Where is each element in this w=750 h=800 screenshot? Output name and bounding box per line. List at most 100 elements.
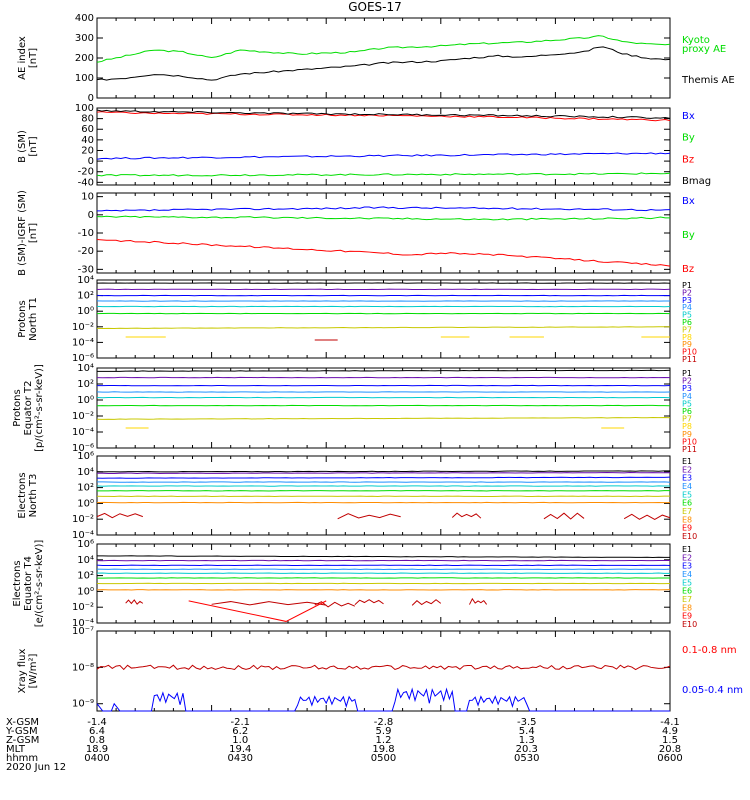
series-pequ-0 <box>96 369 671 372</box>
series-enorth-8-1 <box>337 513 401 520</box>
series-enorth-1 <box>96 471 671 475</box>
series-eequ-dip <box>188 600 327 622</box>
series-bigrf-1 <box>96 215 671 221</box>
ytick-label-ae-0: 0 <box>88 93 94 104</box>
legend-pequ-10: P11 <box>682 445 697 454</box>
legend-enorth-7: E8 <box>682 515 692 524</box>
legend-bsm-3: Bmag <box>682 176 711 187</box>
legend-bsm-0: Bx <box>682 111 695 122</box>
ytick-label-bigrf-0: -30 <box>78 264 94 275</box>
ylabel-bigrf-0: B (SM)-IGRF (SM) <box>17 190 28 276</box>
ytick-label-eequ-2: 10⁰ <box>77 586 94 597</box>
legend-pnorth-7: P8 <box>682 333 692 342</box>
series-eequ-0 <box>96 555 671 558</box>
panel-frame-xray <box>96 630 671 712</box>
series-bsm-2 <box>96 111 671 122</box>
xaxis-row-label-4: hhmm <box>6 753 38 764</box>
legend-eequ-7: E8 <box>682 603 692 612</box>
ytick-label-ae-4: 400 <box>75 13 94 24</box>
ytick-label-eequ-5: 10⁶ <box>77 539 94 550</box>
legend-enorth-6: E7 <box>682 507 692 516</box>
ytick-label-pequ-1: 10⁻⁴ <box>72 427 94 438</box>
legend-pequ-6: P7 <box>682 415 692 424</box>
ytick-label-eequ-3: 10² <box>77 571 94 582</box>
ytick-label-bsm-4: 40 <box>81 135 94 146</box>
xaxis-row-label-2: Z-GSM <box>6 735 39 746</box>
legend-enorth-8: E9 <box>682 524 692 533</box>
ytick-label-pnorth-5: 10⁴ <box>77 275 94 286</box>
ylabel-xray-0: Xray flux <box>17 649 28 694</box>
ytick-label-enorth-0: 10⁻⁴ <box>72 530 94 541</box>
legend-pnorth-8: P9 <box>682 340 692 349</box>
legend-eequ-1: E2 <box>682 553 692 562</box>
legend-eequ-2: E3 <box>682 562 692 571</box>
ytick-label-xray-1: 10⁻⁸ <box>72 662 94 673</box>
ylabel-pnorth-1: North T1 <box>28 297 39 341</box>
legend-eequ-3: E4 <box>682 570 692 579</box>
xaxis-value-0-4: -4.1 <box>660 717 680 728</box>
xaxis-row-label-0: X-GSM <box>6 717 39 728</box>
legend-bsm-1: By <box>682 133 695 144</box>
legend-pnorth-9: P10 <box>682 348 697 357</box>
ytick-label-xray-2: 10⁻⁷ <box>72 626 94 637</box>
ylabel-xray-1: [W/m²] <box>28 653 39 688</box>
legend-enorth-3: E4 <box>682 482 692 491</box>
legend-bsm-2: Bz <box>682 154 694 165</box>
legend-ae-2: Themis AE <box>681 75 735 86</box>
legend-pequ-9: P10 <box>682 437 697 446</box>
legend-pequ-2: P3 <box>682 384 692 393</box>
series-enorth-8-3 <box>543 512 585 520</box>
legend-pequ-3: P4 <box>682 392 692 401</box>
ytick-label-pnorth-1: 10⁻⁴ <box>72 337 94 348</box>
legend-pnorth-4: P5 <box>682 311 692 320</box>
ytick-label-eequ-1: 10⁻² <box>72 602 94 613</box>
series-pequ-6 <box>96 416 671 420</box>
ytick-label-xray-0: 10⁻⁹ <box>72 699 94 710</box>
ytick-label-pequ-2: 10⁻² <box>72 411 94 422</box>
series-enorth-8-4 <box>623 513 671 521</box>
chart-title: GOES-17 <box>348 0 402 14</box>
xaxis-value-2-0: 0.8 <box>89 735 105 746</box>
ylabel-pequ-0: Protons <box>12 389 23 426</box>
ytick-label-pnorth-4: 10² <box>77 291 94 302</box>
series-enorth-2 <box>96 476 671 479</box>
ytick-label-enorth-3: 10² <box>77 483 94 494</box>
xaxis-row-label-1: Y-GSM <box>5 726 38 737</box>
xaxis-value-3-2: 19.8 <box>372 744 394 755</box>
xaxis-value-4-0: 0400 <box>84 753 109 764</box>
ytick-label-ae-2: 200 <box>75 53 94 64</box>
legend-pnorth-10: P11 <box>682 355 697 364</box>
series-eequ-8-5 <box>469 597 488 605</box>
ytick-label-bigrf-3: 0 <box>88 210 94 221</box>
legend-eequ-9: E10 <box>682 620 697 629</box>
ytick-label-enorth-2: 10⁰ <box>77 498 94 509</box>
ytick-label-pequ-4: 10² <box>77 379 94 390</box>
xaxis-value-1-0: 6.4 <box>89 726 105 737</box>
xaxis-date-label: 2020 Jun 12 <box>6 762 66 773</box>
legend-pequ-7: P8 <box>682 422 692 431</box>
series-ae-1 <box>96 46 671 81</box>
legend-xray-0: 0.1-0.8 nm <box>682 645 737 656</box>
legend-eequ-6: E7 <box>682 595 692 604</box>
xaxis-value-1-3: 5.4 <box>519 726 535 737</box>
ytick-label-pequ-3: 10⁰ <box>77 395 94 406</box>
ytick-label-pequ-0: 10⁻⁶ <box>72 443 94 454</box>
series-eequ-8-1 <box>211 601 327 606</box>
series-eequ-8-0 <box>125 599 144 605</box>
legend-enorth-0: E1 <box>682 457 692 466</box>
ylabel-eequ-1: Equator T4 <box>23 556 34 611</box>
xaxis-value-3-4: 20.8 <box>659 744 681 755</box>
series-eequ-8-2 <box>314 601 356 608</box>
legend-pnorth-0: P1 <box>682 281 692 290</box>
xaxis-value-1-2: 5.9 <box>376 726 392 737</box>
ytick-label-eequ-0: 10⁻⁴ <box>72 618 94 629</box>
ytick-label-bsm-2: 0 <box>88 156 94 167</box>
ytick-label-bsm-0: -40 <box>78 177 94 188</box>
legend-pequ-4: P5 <box>682 399 692 408</box>
legend-enorth-4: E5 <box>682 490 692 499</box>
legend-pnorth-6: P7 <box>682 325 692 334</box>
legend-eequ-0: E1 <box>682 545 692 554</box>
ytick-label-pnorth-0: 10⁻⁶ <box>72 353 94 364</box>
legend-bigrf-0: Bx <box>682 196 695 207</box>
series-enorth-0 <box>96 470 671 473</box>
